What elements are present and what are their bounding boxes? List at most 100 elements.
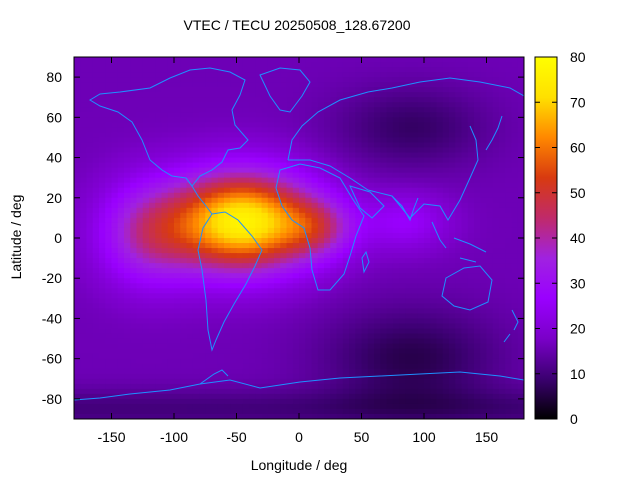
heatmap-cell xyxy=(186,308,194,315)
heatmap-cell xyxy=(205,132,213,139)
heatmap-cell xyxy=(249,398,256,405)
heatmap-cell xyxy=(149,182,156,189)
heatmap-cell xyxy=(374,268,381,274)
heatmap-cell xyxy=(255,263,263,269)
heatmap-cell xyxy=(130,263,138,269)
heatmap-cell xyxy=(74,177,81,184)
heatmap-cell xyxy=(130,132,138,139)
heatmap-cell xyxy=(361,248,369,254)
heatmap-cell xyxy=(242,72,250,78)
heatmap-cell xyxy=(80,222,88,229)
heatmap-cell xyxy=(467,227,475,234)
heatmap-cell xyxy=(111,127,119,134)
heatmap-cell xyxy=(161,378,169,385)
heatmap-cell xyxy=(274,343,281,350)
heatmap-cell xyxy=(199,368,206,375)
heatmap-cell xyxy=(142,388,150,395)
heatmap-cell xyxy=(255,368,263,375)
heatmap-cell xyxy=(330,202,338,209)
heatmap-cell xyxy=(249,182,256,189)
heatmap-cell xyxy=(86,217,94,224)
heatmap-cell xyxy=(405,197,413,204)
heatmap-cell xyxy=(286,383,294,390)
heatmap-cell xyxy=(249,107,256,113)
heatmap-cell xyxy=(180,368,188,375)
heatmap-cell xyxy=(467,62,475,68)
heatmap-cell xyxy=(261,308,269,315)
heatmap-cell xyxy=(199,278,206,284)
heatmap-cell xyxy=(367,278,375,284)
heatmap-cell xyxy=(361,368,369,375)
heatmap-cell xyxy=(149,152,156,159)
heatmap-cell xyxy=(486,97,494,103)
heatmap-cell xyxy=(517,393,524,400)
heatmap-cell xyxy=(330,92,338,98)
heatmap-cell xyxy=(411,373,419,380)
heatmap-cell xyxy=(511,318,519,325)
heatmap-cell xyxy=(167,187,175,194)
heatmap-cell xyxy=(311,122,319,128)
heatmap-cell xyxy=(461,102,469,108)
heatmap-cell xyxy=(249,373,256,380)
heatmap-cell xyxy=(149,398,156,405)
heatmap-cell xyxy=(142,398,150,405)
heatmap-cell xyxy=(111,278,119,284)
heatmap-cell xyxy=(292,243,300,249)
heatmap-cell xyxy=(274,388,281,395)
heatmap-cell xyxy=(249,227,256,234)
heatmap-cell xyxy=(474,298,481,304)
heatmap-cell xyxy=(274,127,281,134)
heatmap-cell xyxy=(405,238,413,244)
heatmap-cell xyxy=(292,172,300,179)
heatmap-cell xyxy=(474,177,481,184)
heatmap-cell xyxy=(399,87,406,93)
heatmap-cell xyxy=(136,187,144,194)
heatmap-cell xyxy=(80,137,88,144)
heatmap-cell xyxy=(205,102,213,108)
heatmap-cell xyxy=(105,358,113,365)
heatmap-cell xyxy=(292,373,300,380)
heatmap-cell xyxy=(324,343,331,350)
heatmap-cell xyxy=(105,403,113,410)
heatmap-cell xyxy=(380,207,388,214)
heatmap-cell xyxy=(161,293,169,299)
heatmap-cell xyxy=(436,92,444,98)
heatmap-cell xyxy=(149,328,156,335)
heatmap-cell xyxy=(305,107,313,113)
heatmap-cell xyxy=(486,383,494,390)
heatmap-cell xyxy=(417,97,425,103)
heatmap-cell xyxy=(386,177,394,184)
heatmap-cell xyxy=(149,273,156,279)
heatmap-cell xyxy=(249,368,256,375)
heatmap-cell xyxy=(486,192,494,199)
heatmap-cell xyxy=(249,338,256,345)
heatmap-cell xyxy=(211,303,219,309)
heatmap-cell xyxy=(455,72,463,78)
heatmap-cell xyxy=(342,192,350,199)
heatmap-cell xyxy=(317,202,325,209)
heatmap-cell xyxy=(324,268,331,274)
heatmap-cell xyxy=(405,172,413,179)
heatmap-cell xyxy=(80,72,88,78)
heatmap-cell xyxy=(261,263,269,269)
heatmap-cell xyxy=(492,398,500,405)
heatmap-cell xyxy=(430,318,438,325)
heatmap-cell xyxy=(430,263,438,269)
heatmap-cell xyxy=(92,258,100,264)
heatmap-cell xyxy=(361,343,369,350)
heatmap-cell xyxy=(161,217,169,224)
heatmap-cell xyxy=(317,293,325,299)
heatmap-cell xyxy=(205,238,213,244)
heatmap-cell xyxy=(511,207,519,214)
heatmap-cell xyxy=(242,87,250,93)
heatmap-cell xyxy=(80,122,88,128)
heatmap-cell xyxy=(286,253,294,259)
heatmap-cell xyxy=(399,107,406,113)
heatmap-cell xyxy=(424,212,431,219)
heatmap-cell xyxy=(199,87,206,93)
heatmap-cell xyxy=(336,192,344,199)
heatmap-cell xyxy=(511,393,519,400)
heatmap-cell xyxy=(155,172,163,179)
heatmap-cell xyxy=(442,207,450,214)
heatmap-cell xyxy=(474,338,481,345)
